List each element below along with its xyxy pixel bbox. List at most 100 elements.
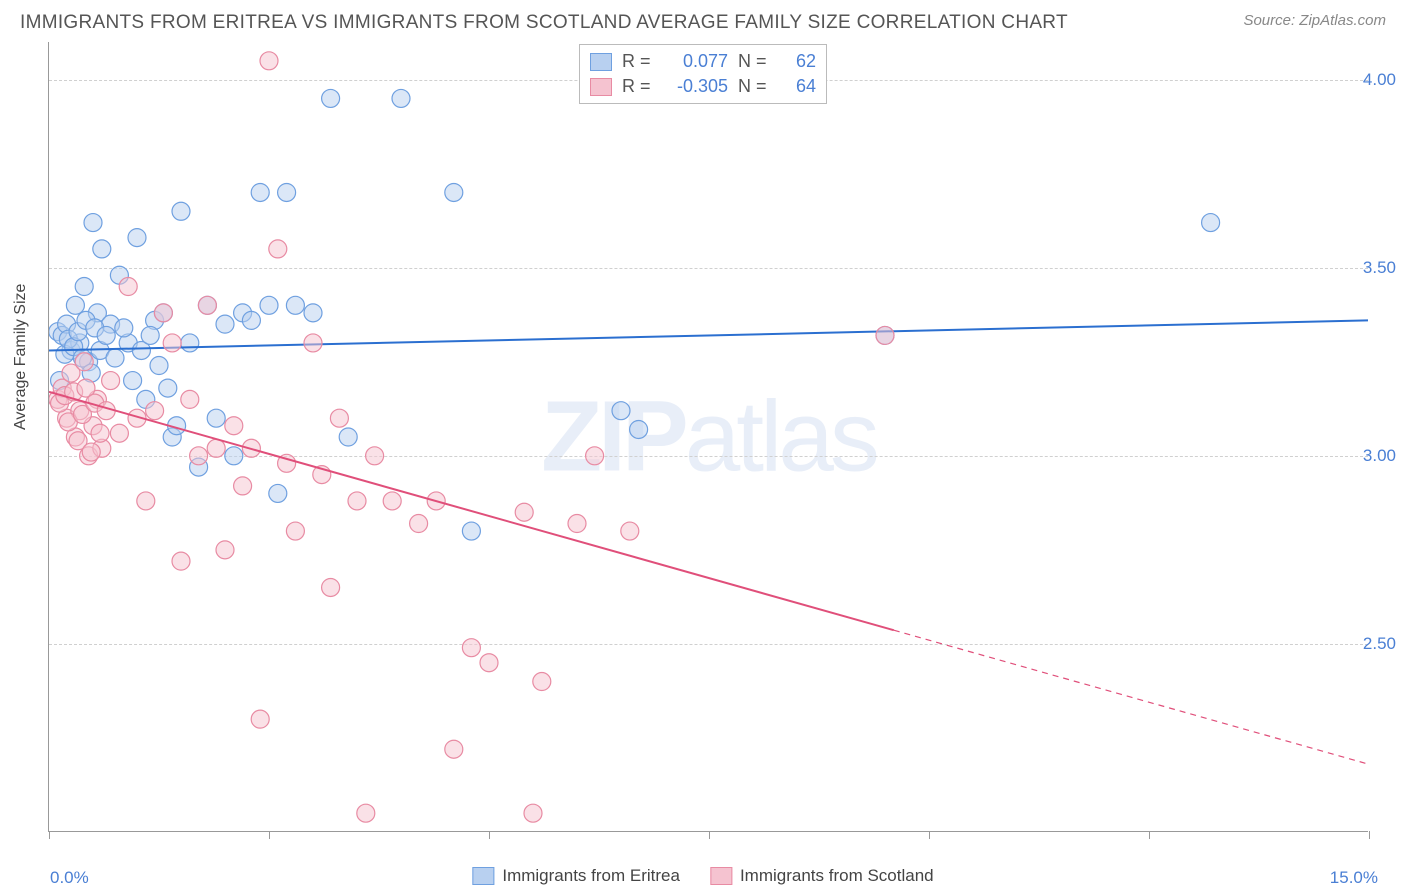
data-point — [75, 353, 93, 371]
data-point — [260, 52, 278, 70]
y-axis-label: Average Family Size — [12, 284, 30, 430]
data-point — [106, 349, 124, 367]
data-point — [339, 428, 357, 446]
data-point — [207, 439, 225, 457]
series-name-scotland: Immigrants from Scotland — [740, 866, 934, 886]
r-label: R = — [622, 51, 656, 72]
data-point — [198, 296, 216, 314]
data-point — [181, 334, 199, 352]
data-point — [150, 357, 168, 375]
swatch-scotland — [590, 78, 612, 96]
swatch-eritrea — [472, 867, 494, 885]
data-point — [304, 334, 322, 352]
data-point — [181, 390, 199, 408]
x-max-label: 15.0% — [1330, 868, 1378, 888]
series-legend: Immigrants from Eritrea Immigrants from … — [472, 866, 933, 886]
legend-item-eritrea: Immigrants from Eritrea — [472, 866, 680, 886]
data-point — [462, 522, 480, 540]
r-value-eritrea: 0.077 — [666, 51, 728, 72]
legend-row-scotland: R = -0.305 N = 64 — [590, 74, 816, 99]
data-point — [630, 420, 648, 438]
data-point — [568, 515, 586, 533]
data-point — [172, 552, 190, 570]
chart-svg — [49, 42, 1368, 831]
data-point — [410, 515, 428, 533]
data-point — [383, 492, 401, 510]
data-point — [876, 326, 894, 344]
series-name-eritrea: Immigrants from Eritrea — [502, 866, 680, 886]
regression-line-extrapolated — [894, 630, 1368, 764]
data-point — [172, 202, 190, 220]
data-point — [304, 304, 322, 322]
data-point — [269, 484, 287, 502]
r-value-scotland: -0.305 — [666, 76, 728, 97]
data-point — [445, 740, 463, 758]
x-tick — [269, 831, 270, 839]
swatch-scotland — [710, 867, 732, 885]
data-point — [515, 503, 533, 521]
n-label: N = — [738, 51, 772, 72]
data-point — [84, 214, 102, 232]
n-label: N = — [738, 76, 772, 97]
data-point — [621, 522, 639, 540]
data-point — [392, 89, 410, 107]
data-point — [124, 372, 142, 390]
data-point — [533, 673, 551, 691]
data-point — [207, 409, 225, 427]
data-point — [128, 229, 146, 247]
r-label: R = — [622, 76, 656, 97]
data-point — [66, 296, 84, 314]
swatch-eritrea — [590, 53, 612, 71]
data-point — [216, 315, 234, 333]
source-attribution: Source: ZipAtlas.com — [1243, 12, 1386, 29]
data-point — [225, 447, 243, 465]
data-point — [141, 326, 159, 344]
data-point — [190, 447, 208, 465]
regression-line — [49, 392, 894, 630]
data-point — [82, 443, 100, 461]
x-tick — [709, 831, 710, 839]
data-point — [1202, 214, 1220, 232]
data-point — [225, 417, 243, 435]
chart-plot-area: ZIPatlas — [48, 42, 1368, 832]
x-tick — [49, 831, 50, 839]
legend-item-scotland: Immigrants from Scotland — [710, 866, 934, 886]
data-point — [260, 296, 278, 314]
legend-row-eritrea: R = 0.077 N = 62 — [590, 49, 816, 74]
data-point — [216, 541, 234, 559]
data-point — [612, 402, 630, 420]
data-point — [75, 278, 93, 296]
data-point — [115, 319, 133, 337]
data-point — [286, 296, 304, 314]
x-tick — [489, 831, 490, 839]
data-point — [97, 326, 115, 344]
data-point — [119, 278, 137, 296]
data-point — [357, 804, 375, 822]
data-point — [163, 334, 181, 352]
data-point — [348, 492, 366, 510]
data-point — [146, 402, 164, 420]
data-point — [251, 183, 269, 201]
data-point — [159, 379, 177, 397]
data-point — [524, 804, 542, 822]
data-point — [110, 424, 128, 442]
data-point — [137, 492, 155, 510]
data-point — [251, 710, 269, 728]
n-value-eritrea: 62 — [782, 51, 816, 72]
x-min-label: 0.0% — [50, 868, 89, 888]
data-point — [586, 447, 604, 465]
data-point — [330, 409, 348, 427]
data-point — [93, 240, 111, 258]
chart-title: IMMIGRANTS FROM ERITREA VS IMMIGRANTS FR… — [20, 12, 1068, 34]
data-point — [269, 240, 287, 258]
n-value-scotland: 64 — [782, 76, 816, 97]
x-tick — [1149, 831, 1150, 839]
data-point — [322, 578, 340, 596]
data-point — [286, 522, 304, 540]
x-tick — [1369, 831, 1370, 839]
data-point — [278, 183, 296, 201]
data-point — [366, 447, 384, 465]
statistics-legend: R = 0.077 N = 62 R = -0.305 N = 64 — [579, 44, 827, 104]
data-point — [102, 372, 120, 390]
data-point — [242, 311, 260, 329]
